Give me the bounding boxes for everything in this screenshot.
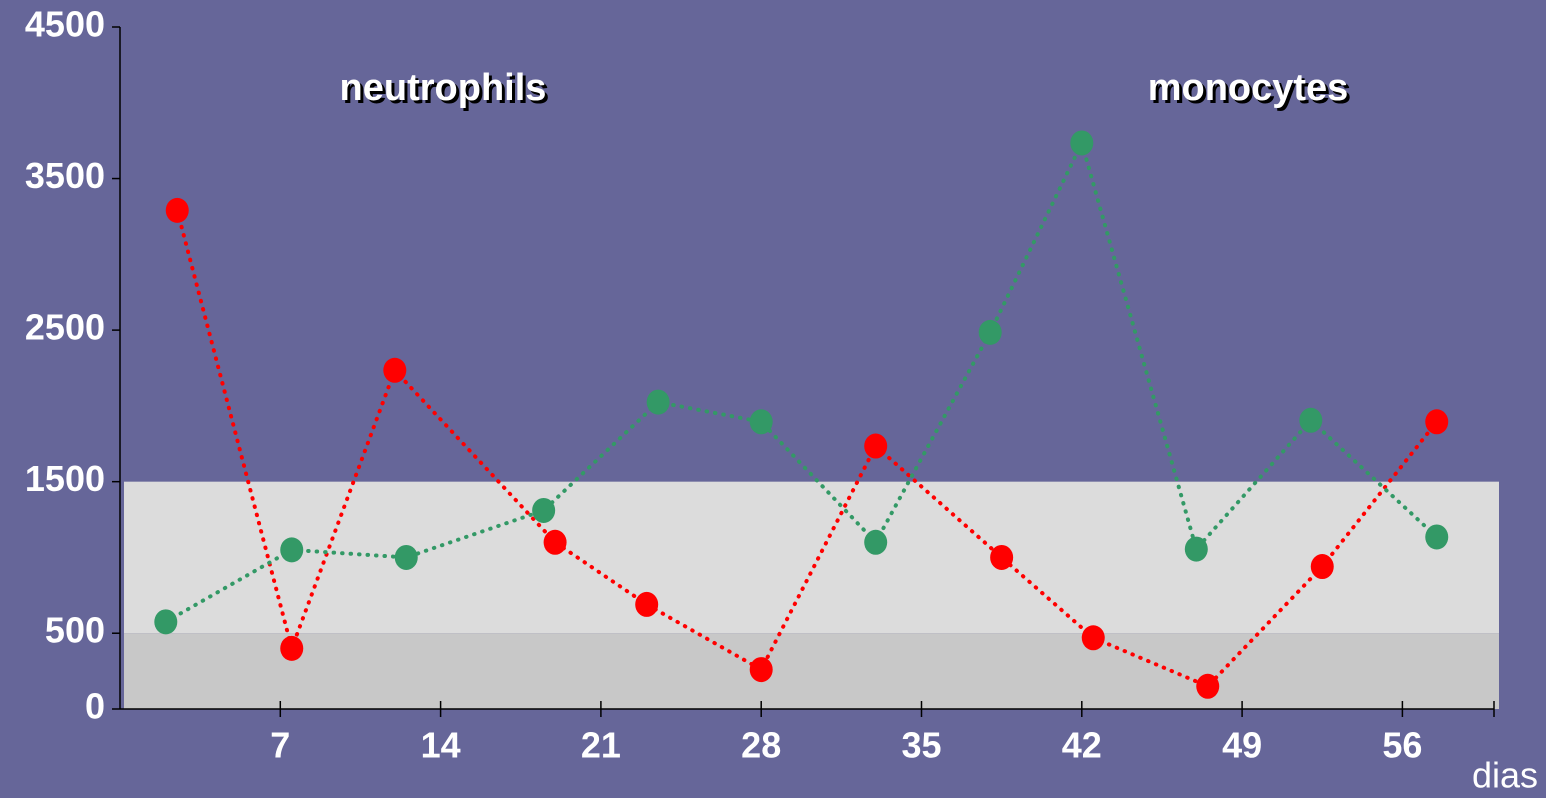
data-point	[154, 609, 178, 635]
data-point	[990, 544, 1014, 570]
y-tick-label: 2500	[25, 307, 105, 348]
x-tick-label: 35	[901, 725, 941, 766]
data-point	[749, 409, 773, 435]
series-label-shadow: monocytes	[1151, 70, 1352, 112]
series-label-shadow: neutrophils	[343, 70, 550, 112]
data-point	[646, 389, 670, 415]
data-point	[1081, 625, 1105, 651]
data-point	[864, 433, 888, 459]
data-point	[394, 544, 418, 570]
data-point	[749, 657, 773, 683]
data-point	[280, 635, 304, 661]
x-tick-label: 7	[270, 725, 290, 766]
data-point	[864, 529, 888, 555]
y-tick-label: 3500	[25, 155, 105, 196]
y-tick-label: 0	[85, 686, 105, 727]
data-point	[1299, 407, 1323, 433]
y-tick-label: 4500	[25, 4, 105, 45]
data-point	[1184, 536, 1208, 562]
series-label: monocytes	[1148, 67, 1349, 109]
data-point	[532, 497, 556, 523]
data-point	[543, 529, 567, 555]
data-point	[1425, 409, 1449, 435]
data-point	[1310, 554, 1334, 580]
x-tick-label: 21	[581, 725, 621, 766]
data-point	[383, 357, 407, 383]
reference-band	[124, 481, 1499, 634]
x-axis-label: dias	[1472, 755, 1538, 796]
series-label: neutrophils	[340, 67, 547, 109]
y-tick-label: 500	[45, 610, 105, 651]
x-tick-label: 56	[1382, 725, 1422, 766]
x-tick-label: 14	[421, 725, 461, 766]
reference-band	[124, 633, 1499, 709]
data-point	[978, 319, 1002, 345]
series-line	[175, 208, 1439, 689]
data-point	[280, 537, 304, 563]
data-point	[1425, 524, 1449, 550]
x-tick-label: 28	[741, 725, 781, 766]
x-tick-label: 42	[1062, 725, 1102, 766]
y-tick-label: 1500	[25, 458, 105, 499]
data-point	[1196, 673, 1220, 699]
series-line	[163, 137, 1439, 624]
x-tick-label: 49	[1222, 725, 1262, 766]
data-point	[1070, 130, 1094, 156]
data-point	[635, 591, 659, 617]
data-point	[165, 197, 189, 223]
